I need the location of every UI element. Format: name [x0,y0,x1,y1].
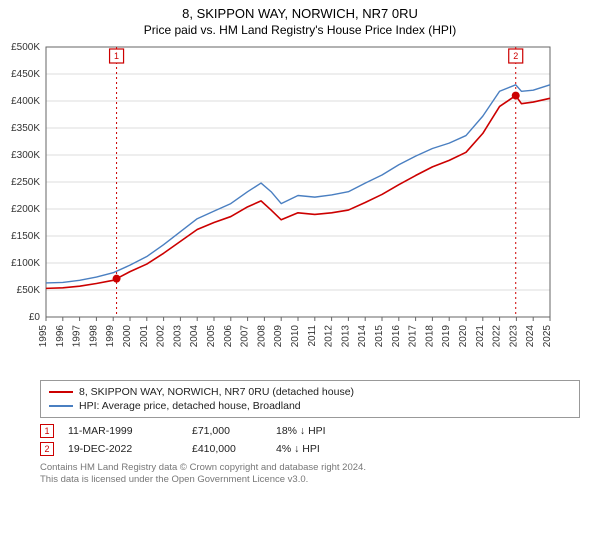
svg-text:2020: 2020 [458,325,469,348]
sale-date: 11-MAR-1999 [68,425,178,437]
svg-text:2018: 2018 [424,325,435,348]
sale-marker: 2 [40,442,54,456]
legend-label: 8, SKIPPON WAY, NORWICH, NR7 0RU (detach… [79,386,354,398]
svg-text:2024: 2024 [525,325,536,348]
svg-text:2004: 2004 [189,325,200,348]
svg-text:2000: 2000 [122,325,133,348]
svg-text:2014: 2014 [357,325,368,348]
svg-text:£200K: £200K [11,204,40,215]
svg-text:1997: 1997 [72,325,83,348]
legend-swatch [49,391,73,393]
svg-text:2006: 2006 [223,325,234,348]
svg-text:2008: 2008 [256,325,267,348]
legend-item: HPI: Average price, detached house, Broa… [49,399,571,413]
svg-text:1999: 1999 [105,325,116,348]
svg-text:£300K: £300K [11,150,40,161]
legend: 8, SKIPPON WAY, NORWICH, NR7 0RU (detach… [40,380,580,418]
svg-text:2017: 2017 [408,325,419,348]
svg-text:2003: 2003 [172,325,183,348]
footer-line1: Contains HM Land Registry data © Crown c… [40,462,580,474]
svg-text:1995: 1995 [38,325,49,348]
svg-text:£350K: £350K [11,123,40,134]
svg-text:£400K: £400K [11,96,40,107]
svg-text:£250K: £250K [11,177,40,188]
svg-text:2023: 2023 [508,325,519,348]
svg-text:2021: 2021 [475,325,486,348]
svg-text:2002: 2002 [156,325,167,348]
title-line1: 8, SKIPPON WAY, NORWICH, NR7 0RU [8,6,592,21]
sale-marker: 1 [40,424,54,438]
svg-text:2009: 2009 [273,325,284,348]
sale-row: 2 19-DEC-2022 £410,000 4% ↓ HPI [40,440,580,458]
sale-diff: 4% ↓ HPI [276,443,356,455]
svg-text:£150K: £150K [11,231,40,242]
svg-text:1996: 1996 [55,325,66,348]
sale-price: £71,000 [192,425,262,437]
legend-swatch [49,405,73,407]
svg-text:2: 2 [513,51,518,61]
svg-text:2010: 2010 [290,325,301,348]
sale-diff: 18% ↓ HPI [276,425,356,437]
title-line2: Price paid vs. HM Land Registry's House … [8,23,592,37]
svg-text:£50K: £50K [17,285,41,296]
legend-item: 8, SKIPPON WAY, NORWICH, NR7 0RU (detach… [49,385,571,399]
svg-text:£450K: £450K [11,69,40,80]
svg-text:2025: 2025 [542,325,553,348]
svg-text:1998: 1998 [88,325,99,348]
svg-text:2019: 2019 [441,325,452,348]
footer-line2: This data is licensed under the Open Gov… [40,474,580,486]
svg-text:2016: 2016 [391,325,402,348]
footer-attribution: Contains HM Land Registry data © Crown c… [40,462,580,487]
svg-text:£100K: £100K [11,258,40,269]
legend-label: HPI: Average price, detached house, Broa… [79,400,301,412]
svg-text:2011: 2011 [307,325,318,347]
chart-container: £0 £50K £100K £150K £200K £250K £300K £350K £400… [0,39,600,374]
svg-text:2012: 2012 [324,325,335,348]
chart-titles: 8, SKIPPON WAY, NORWICH, NR7 0RU Price p… [0,0,600,39]
svg-text:£500K: £500K [11,42,40,53]
sale-date: 19-DEC-2022 [68,443,178,455]
sale-row: 1 11-MAR-1999 £71,000 18% ↓ HPI [40,422,580,440]
svg-text:2015: 2015 [374,325,385,348]
svg-text:1: 1 [114,51,119,61]
svg-text:2013: 2013 [340,325,351,348]
svg-text:2001: 2001 [139,325,150,348]
svg-text:£0: £0 [29,312,41,323]
svg-text:2022: 2022 [492,325,503,348]
sale-price: £410,000 [192,443,262,455]
price-chart: £0 £50K £100K £150K £200K £250K £300K £350K £400… [0,39,560,369]
svg-text:2007: 2007 [240,325,251,348]
svg-text:2005: 2005 [206,325,217,348]
sales-table: 1 11-MAR-1999 £71,000 18% ↓ HPI 2 19-DEC-2022… [40,422,580,458]
